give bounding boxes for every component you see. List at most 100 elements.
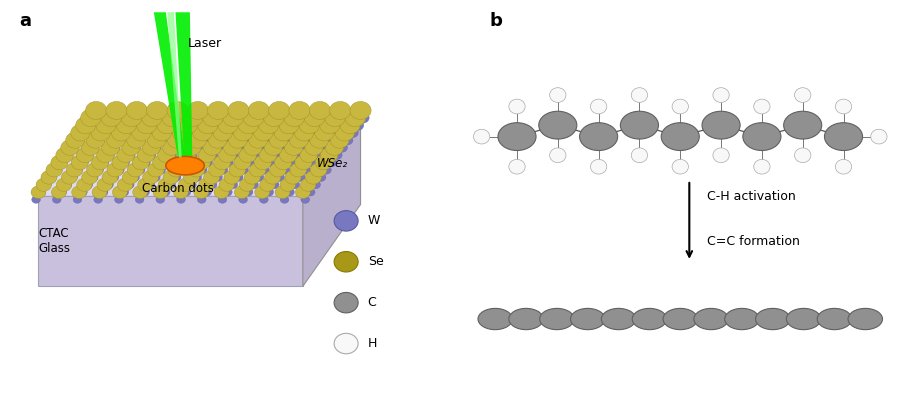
Circle shape bbox=[871, 129, 887, 144]
Circle shape bbox=[93, 135, 104, 145]
Circle shape bbox=[83, 151, 93, 160]
Circle shape bbox=[188, 132, 207, 148]
Circle shape bbox=[129, 112, 141, 123]
Circle shape bbox=[329, 101, 351, 119]
Circle shape bbox=[47, 173, 56, 182]
Circle shape bbox=[73, 135, 83, 145]
Circle shape bbox=[269, 163, 287, 177]
Circle shape bbox=[124, 120, 136, 130]
Circle shape bbox=[259, 166, 269, 174]
Circle shape bbox=[204, 171, 219, 184]
Circle shape bbox=[93, 166, 103, 174]
Circle shape bbox=[72, 186, 86, 198]
Circle shape bbox=[295, 124, 314, 141]
Circle shape bbox=[116, 117, 136, 134]
Circle shape bbox=[300, 148, 317, 162]
Circle shape bbox=[305, 128, 317, 138]
Text: CTAC
Glass: CTAC Glass bbox=[38, 227, 71, 255]
Circle shape bbox=[228, 101, 249, 119]
Circle shape bbox=[130, 143, 141, 152]
Circle shape bbox=[208, 101, 229, 119]
Circle shape bbox=[83, 181, 93, 189]
Circle shape bbox=[334, 333, 358, 354]
Circle shape bbox=[234, 186, 249, 198]
Polygon shape bbox=[38, 196, 303, 286]
Text: Laser: Laser bbox=[188, 37, 221, 50]
Ellipse shape bbox=[661, 123, 699, 151]
Circle shape bbox=[96, 117, 116, 134]
Circle shape bbox=[119, 128, 131, 138]
Circle shape bbox=[109, 143, 120, 152]
Circle shape bbox=[127, 163, 144, 177]
Circle shape bbox=[320, 148, 338, 162]
Circle shape bbox=[124, 151, 135, 160]
Circle shape bbox=[233, 143, 244, 152]
Circle shape bbox=[255, 186, 269, 198]
Text: C=C formation: C=C formation bbox=[707, 235, 800, 248]
Ellipse shape bbox=[571, 308, 605, 330]
Circle shape bbox=[352, 120, 364, 130]
Circle shape bbox=[86, 163, 103, 177]
Circle shape bbox=[137, 148, 155, 162]
Circle shape bbox=[284, 109, 305, 127]
Circle shape bbox=[249, 151, 259, 160]
Circle shape bbox=[93, 186, 107, 198]
Circle shape bbox=[178, 148, 196, 162]
Circle shape bbox=[132, 155, 150, 170]
Circle shape bbox=[202, 158, 212, 167]
Circle shape bbox=[65, 132, 84, 148]
Circle shape bbox=[473, 129, 490, 144]
Circle shape bbox=[56, 178, 72, 191]
Circle shape bbox=[631, 88, 648, 102]
Circle shape bbox=[106, 132, 125, 148]
Circle shape bbox=[222, 128, 234, 138]
Ellipse shape bbox=[539, 111, 577, 139]
Circle shape bbox=[295, 112, 307, 123]
Circle shape bbox=[300, 166, 310, 174]
Circle shape bbox=[631, 148, 648, 163]
Circle shape bbox=[197, 135, 208, 145]
Circle shape bbox=[141, 109, 162, 127]
Circle shape bbox=[326, 128, 337, 138]
Circle shape bbox=[253, 112, 266, 123]
Circle shape bbox=[334, 292, 358, 313]
Ellipse shape bbox=[743, 123, 781, 151]
Circle shape bbox=[101, 109, 122, 127]
Circle shape bbox=[166, 151, 177, 160]
Circle shape bbox=[52, 186, 66, 198]
Circle shape bbox=[290, 163, 307, 177]
Ellipse shape bbox=[725, 308, 759, 330]
Circle shape bbox=[268, 120, 281, 130]
Circle shape bbox=[109, 173, 119, 182]
Circle shape bbox=[122, 109, 141, 127]
Circle shape bbox=[99, 188, 108, 196]
Circle shape bbox=[176, 166, 186, 174]
Circle shape bbox=[275, 173, 285, 182]
Circle shape bbox=[259, 148, 277, 162]
Circle shape bbox=[182, 109, 203, 127]
Circle shape bbox=[67, 143, 78, 152]
Circle shape bbox=[91, 124, 111, 141]
Circle shape bbox=[56, 148, 73, 162]
Circle shape bbox=[239, 196, 248, 203]
Circle shape bbox=[87, 112, 100, 123]
Circle shape bbox=[336, 143, 347, 152]
Circle shape bbox=[158, 148, 175, 162]
Text: Se: Se bbox=[367, 255, 384, 268]
Circle shape bbox=[61, 140, 79, 155]
Circle shape bbox=[150, 112, 162, 123]
Circle shape bbox=[81, 140, 100, 155]
Ellipse shape bbox=[632, 308, 667, 330]
Circle shape bbox=[275, 155, 292, 170]
Ellipse shape bbox=[694, 308, 728, 330]
Text: W: W bbox=[367, 214, 380, 227]
Circle shape bbox=[135, 196, 144, 203]
Circle shape bbox=[112, 155, 129, 170]
Circle shape bbox=[238, 135, 249, 145]
Circle shape bbox=[186, 151, 197, 160]
Circle shape bbox=[137, 117, 157, 134]
Circle shape bbox=[795, 148, 811, 163]
Circle shape bbox=[223, 140, 242, 155]
Circle shape bbox=[117, 148, 134, 162]
Circle shape bbox=[310, 151, 321, 160]
